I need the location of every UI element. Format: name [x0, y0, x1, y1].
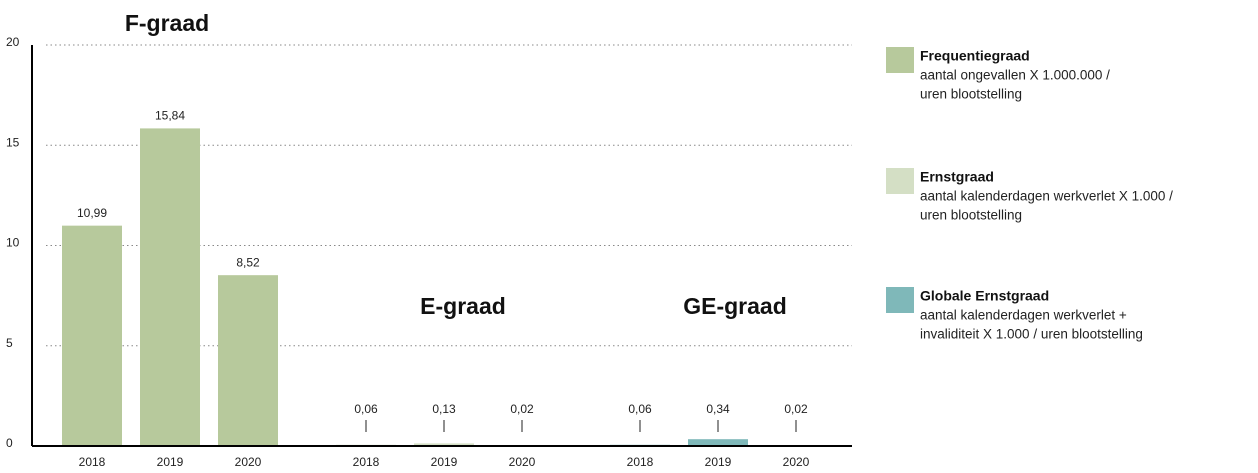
x-tick-label: 2019	[157, 455, 184, 469]
x-tick-label: 2018	[79, 455, 106, 469]
value-label: 0,02	[510, 402, 534, 416]
x-tick-label: 2020	[509, 455, 536, 469]
value-label: 0,34	[706, 402, 730, 416]
x-tick-label: 2018	[353, 455, 380, 469]
bar	[688, 439, 748, 446]
legend-swatch	[886, 168, 914, 194]
legend-description: invaliditeit X 1.000 / uren blootstellin…	[920, 327, 1143, 342]
legend-title: Frequentiegraad	[920, 48, 1030, 64]
bar	[414, 443, 474, 446]
bar	[218, 275, 278, 446]
y-tick-label: 20	[6, 35, 20, 49]
bar	[62, 225, 122, 446]
value-label: 0,06	[354, 402, 378, 416]
value-label: 10,99	[77, 206, 107, 220]
legend-description: aantal kalenderdagen werkverlet X 1.000 …	[920, 189, 1173, 204]
legend-swatch	[886, 287, 914, 313]
y-tick-label: 0	[6, 436, 13, 450]
value-label: 15,84	[155, 109, 185, 123]
bar	[140, 128, 200, 446]
group-title: E-graad	[420, 293, 506, 319]
legend-swatch	[886, 47, 914, 73]
group-title: F-graad	[125, 10, 209, 36]
legend-title: Ernstgraad	[920, 169, 994, 185]
legend-description: uren blootstelling	[920, 87, 1022, 102]
value-label: 0,06	[628, 402, 652, 416]
x-tick-label: 2018	[627, 455, 654, 469]
value-label: 8,52	[236, 255, 260, 269]
y-tick-label: 15	[6, 135, 20, 149]
value-label: 0,02	[784, 402, 808, 416]
legend-title: Globale Ernstgraad	[920, 288, 1049, 304]
y-tick-label: 5	[6, 336, 13, 350]
legend-description: uren blootstelling	[920, 208, 1022, 223]
x-tick-label: 2019	[705, 455, 732, 469]
legend-description: aantal ongevallen X 1.000.000 /	[920, 68, 1110, 83]
value-label: 0,13	[432, 402, 456, 416]
x-tick-label: 2019	[431, 455, 458, 469]
group-title: GE-graad	[683, 293, 787, 319]
legend-description: aantal kalenderdagen werkverlet +	[920, 308, 1127, 323]
x-tick-label: 2020	[235, 455, 262, 469]
x-tick-label: 2020	[783, 455, 810, 469]
y-tick-label: 10	[6, 236, 20, 250]
